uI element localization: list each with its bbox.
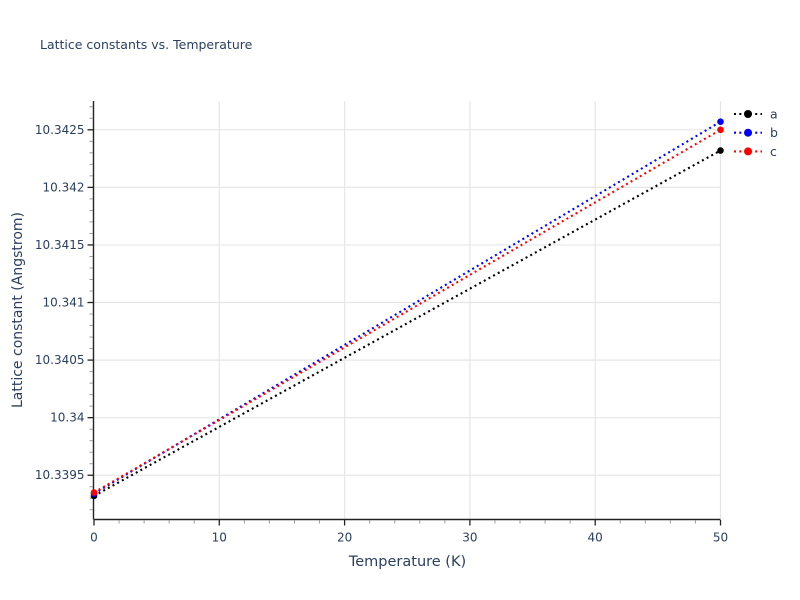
x-tick-label: 0 (90, 531, 98, 545)
x-tick-label: 30 (462, 531, 477, 545)
legend-marker-a[interactable] (744, 110, 752, 118)
y-tick-label: 10.342 (43, 180, 85, 194)
series-line-b (93, 120, 722, 495)
legend-label-a[interactable]: a (770, 107, 778, 122)
series-marker-b (717, 118, 724, 126)
y-tick-label: 10.3415 (35, 238, 85, 252)
series-marker-c (90, 489, 98, 496)
x-tick-label: 20 (337, 531, 352, 545)
series-marker-c (717, 126, 724, 134)
series-line-c (93, 128, 722, 494)
legend-label-b[interactable]: b (770, 125, 778, 140)
y-tick-label: 10.341 (43, 296, 85, 310)
x-tick-label: 40 (588, 531, 603, 545)
legend-marker-c[interactable] (744, 147, 752, 156)
x-axis-title: Temperature (K) (348, 554, 467, 570)
series-line-a (93, 149, 722, 497)
y-tick-label: 10.34 (50, 411, 84, 425)
x-tick-label: 50 (713, 531, 728, 545)
chart-title: Lattice constants vs. Temperature (40, 37, 253, 52)
y-axis-title: Lattice constant (Angstrom) (10, 211, 26, 409)
legend-label-c[interactable]: c (770, 144, 777, 159)
y-tick-label: 10.3395 (35, 468, 85, 482)
x-tick-label: 10 (212, 531, 227, 545)
y-tick-label: 10.3425 (35, 123, 85, 137)
legend-marker-b[interactable] (744, 128, 752, 137)
y-tick-label: 10.3405 (35, 353, 85, 367)
series-marker-a (717, 147, 724, 154)
